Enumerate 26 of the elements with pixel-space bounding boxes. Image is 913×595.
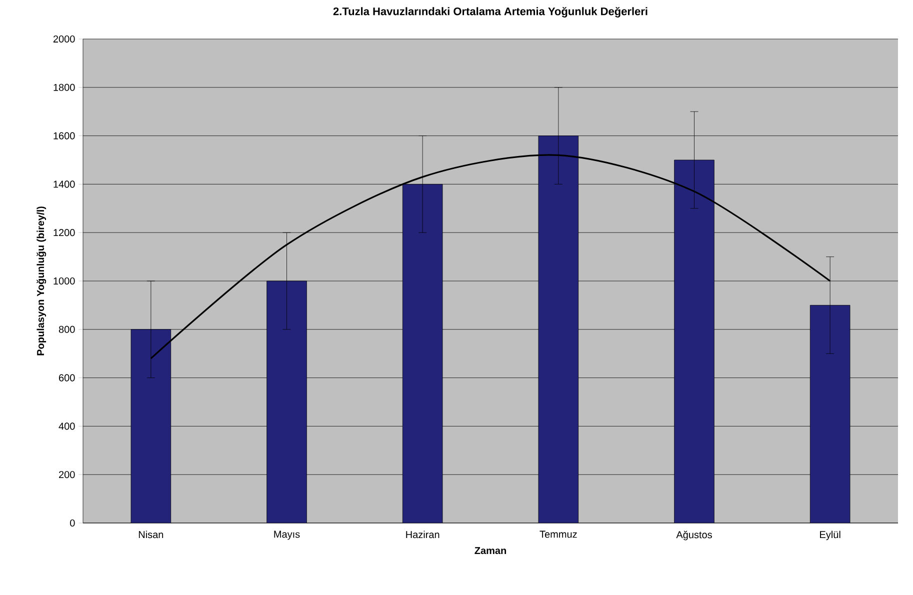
y-tick-label: 1600 <box>54 132 75 140</box>
y-tick-label: 0 <box>70 519 75 527</box>
bar <box>266 280 307 523</box>
y-tick-label: 1200 <box>54 229 75 236</box>
y-tick-label: 600 <box>59 374 75 382</box>
x-tick-label: Ağustos <box>676 530 712 540</box>
x-tick-label: Mayıs <box>274 530 300 540</box>
y-tick-label: 400 <box>58 422 75 430</box>
x-tick-label: Temmuz <box>540 530 577 538</box>
x-tick-label: Eylül <box>820 530 840 540</box>
y-axis-title: Populasyon Yoğunluğu (birey/l) <box>36 206 46 356</box>
x-tick-label: Haziran <box>406 530 440 538</box>
x-axis-title: Zaman <box>474 547 506 554</box>
y-tick-label: 200 <box>59 471 75 478</box>
bar <box>538 136 579 523</box>
chart-title: 2.Tuzla Havuzlarındaki Ortalama Artemia Yoğunluk Değerleri <box>333 7 648 18</box>
bar <box>402 184 443 523</box>
y-tick-label: 1000 <box>54 277 75 285</box>
y-tick-label: 2000 <box>53 35 75 43</box>
bar <box>130 329 172 523</box>
y-tick-label: 800 <box>58 326 75 333</box>
bar <box>810 304 850 523</box>
x-tick-label: Nisan <box>138 530 164 538</box>
bar <box>674 160 714 523</box>
y-tick-label: 1400 <box>54 180 75 188</box>
y-tick-label: 1800 <box>54 84 75 91</box>
